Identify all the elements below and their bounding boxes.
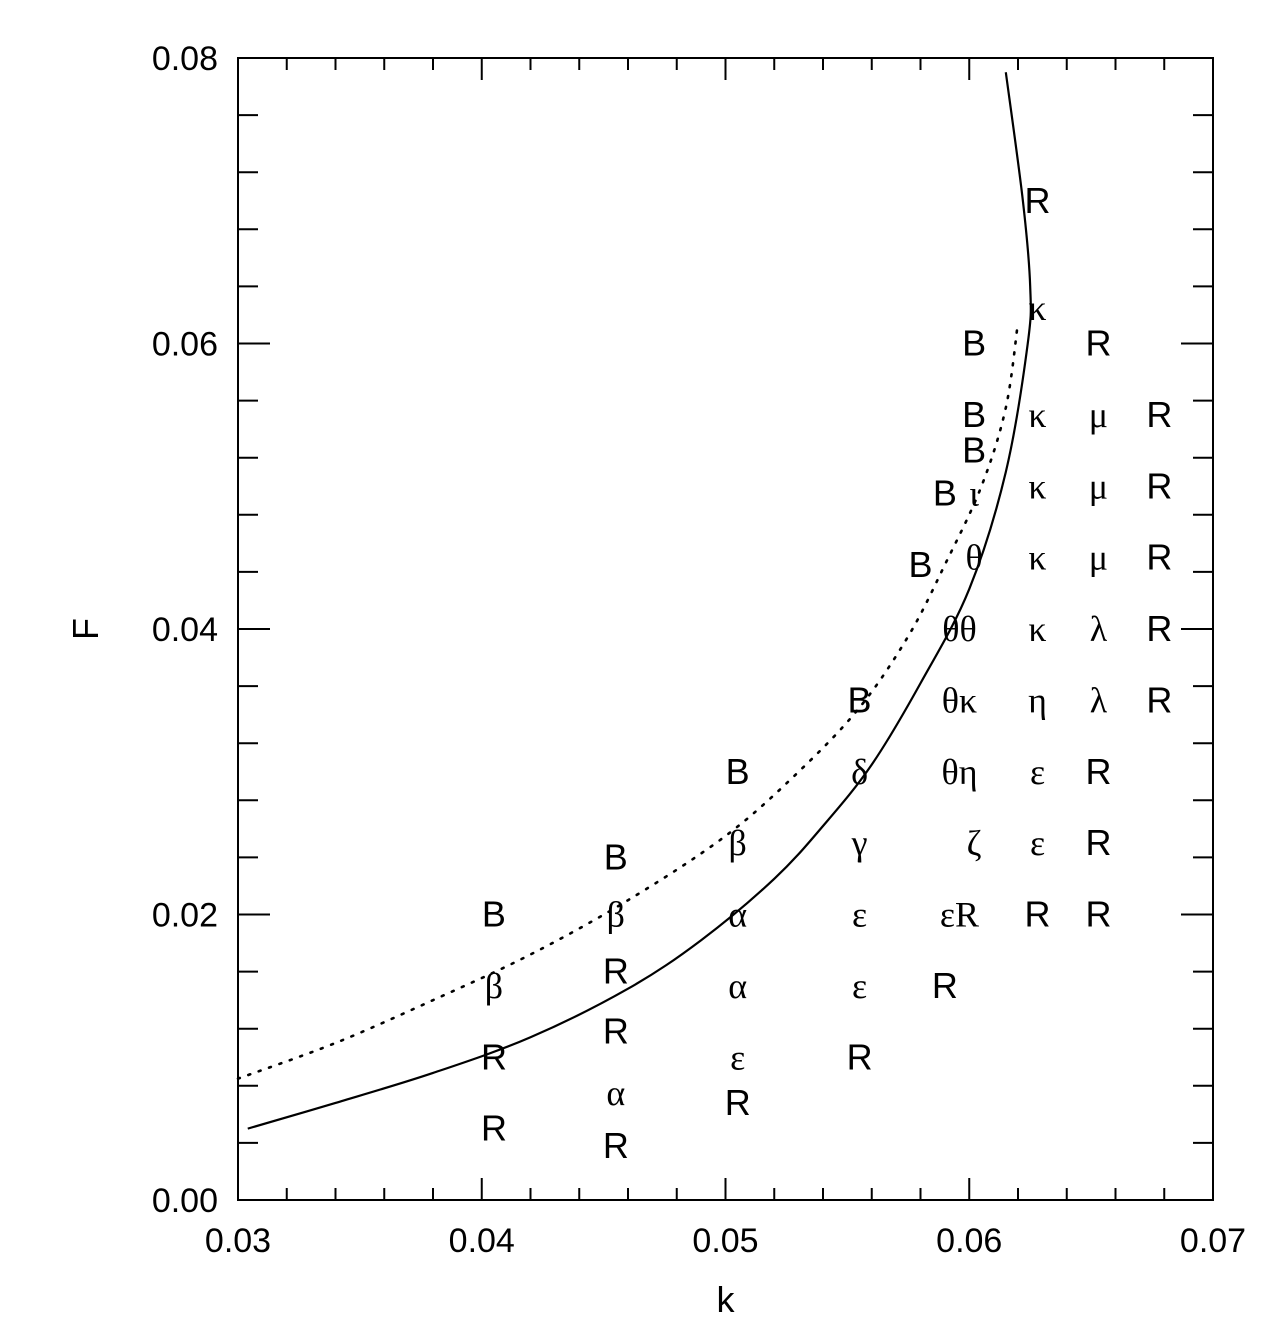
pattern-label: θθ (942, 609, 977, 649)
pattern-label: ε (852, 895, 867, 935)
y-tick-label: 0.04 (152, 611, 218, 649)
x-tick-label: 0.03 (205, 1222, 271, 1260)
y-tick-label: 0.08 (152, 40, 218, 78)
pattern-label: α (728, 966, 747, 1006)
pattern-label: R (1085, 894, 1111, 935)
pattern-label: μ (1089, 395, 1108, 435)
y-tick-label: 0.06 (152, 326, 218, 364)
pattern-label: λ (1090, 609, 1108, 649)
boundary-curves (236, 72, 1032, 1130)
solid-boundary-curve (247, 72, 1032, 1130)
pattern-label: α (728, 895, 747, 935)
pattern-label: B (482, 894, 506, 935)
pattern-label: δ (851, 752, 868, 792)
x-tick-label: 0.04 (449, 1222, 515, 1260)
plot-frame (237, 57, 1214, 1201)
pattern-label: λ (1090, 680, 1108, 720)
pattern-label: B (908, 544, 932, 585)
pattern-label: R (1025, 894, 1051, 935)
pattern-label: R (481, 1108, 507, 1149)
pattern-label: ε (852, 966, 867, 1006)
pattern-label: R (603, 1125, 629, 1166)
pattern-label: μ (1089, 538, 1108, 578)
pattern-label: B (726, 751, 750, 792)
pattern-label: κ (1028, 395, 1046, 435)
x-tick-label: 0.06 (936, 1222, 1002, 1260)
pattern-label: R (481, 1036, 507, 1077)
pattern-label: κ (1028, 609, 1046, 649)
pattern-label: B (933, 472, 957, 513)
pattern-label: B (962, 430, 986, 471)
pattern-label: R (725, 1082, 751, 1123)
pattern-label: α (606, 1073, 625, 1113)
pattern-label: θη (941, 752, 977, 792)
pattern-label: R (1146, 679, 1172, 720)
pattern-label: γ (851, 823, 868, 863)
pattern-label: θκ (942, 680, 977, 720)
pattern-label: R (847, 1036, 873, 1077)
pattern-label: R (1146, 394, 1172, 435)
pattern-label: B (848, 679, 872, 720)
tick-labels: 0.03 0.04 0.05 0.06 0.07 0.00 0.02 0.04 0.06 0.08 (152, 40, 1246, 1260)
pattern-label: κ (1028, 466, 1046, 506)
pattern-label: B (962, 323, 986, 364)
pattern-label: ι (969, 473, 979, 513)
x-axis-label: k (717, 1279, 736, 1320)
pattern-label: B (962, 394, 986, 435)
y-axis-label: F (65, 618, 106, 640)
pattern-label: β (729, 823, 747, 863)
pattern-label: θ (966, 538, 983, 578)
pattern-label: ε (1030, 823, 1045, 863)
y-tick-label: 0.02 (152, 897, 218, 935)
pattern-label: ε (1030, 752, 1045, 792)
pattern-label: R (932, 965, 958, 1006)
pattern-label: R (1085, 323, 1111, 364)
pattern-label: R (603, 951, 629, 992)
pattern-label: η (1028, 680, 1047, 720)
pattern-label: ε (730, 1037, 745, 1077)
pattern-label: R (1146, 537, 1172, 578)
y-tick-label: 0.00 (152, 1182, 218, 1220)
pattern-label: β (485, 966, 503, 1006)
pattern-label: R (603, 1011, 629, 1052)
pattern-label: R (1085, 751, 1111, 792)
pattern-label: ζ (967, 823, 982, 863)
x-tick-label: 0.05 (692, 1222, 758, 1260)
pattern-label: R (1146, 608, 1172, 649)
x-tick-label: 0.07 (1180, 1222, 1246, 1260)
pattern-label: κ (1028, 538, 1046, 578)
pattern-label: R (1085, 822, 1111, 863)
pattern-label: R (1025, 180, 1051, 221)
pattern-label: κ (1028, 288, 1046, 328)
pattern-label: R (1146, 465, 1172, 506)
pattern-label: μ (1089, 466, 1108, 506)
pattern-label: εR (940, 895, 979, 935)
pattern-label: B (604, 836, 628, 877)
pattern-label: β (607, 895, 625, 935)
